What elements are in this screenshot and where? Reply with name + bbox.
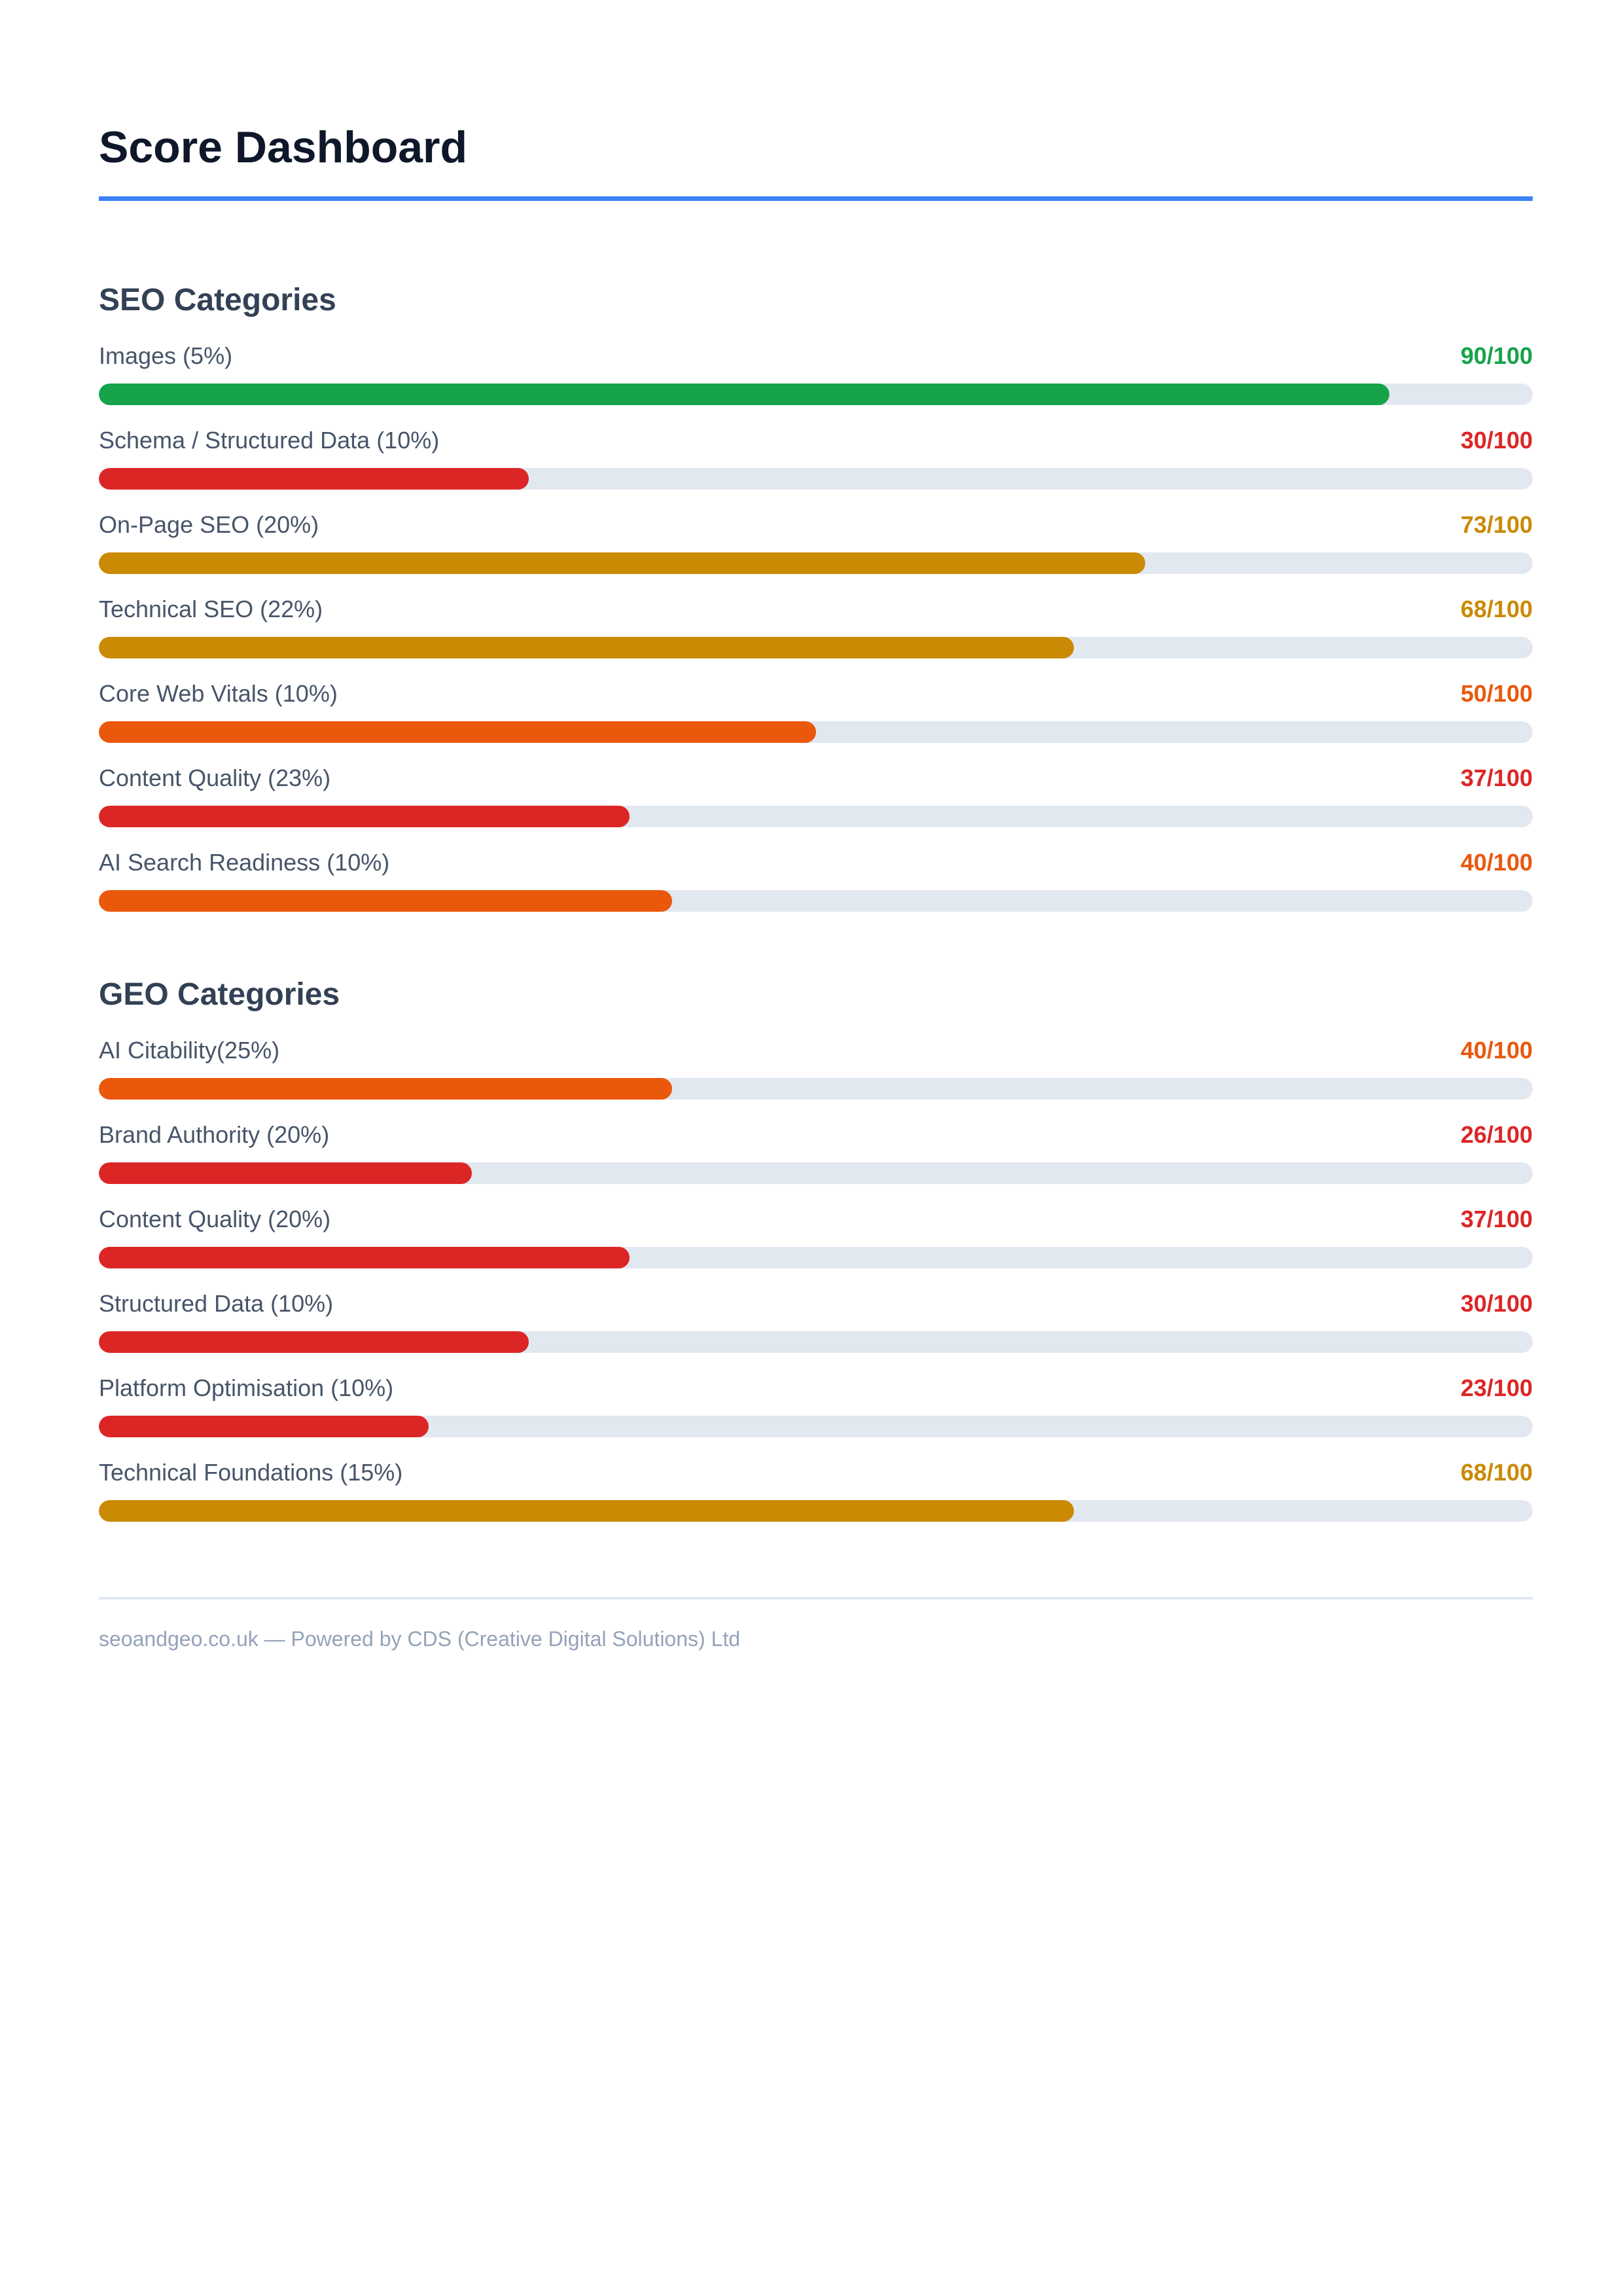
score-row-header: AI Search Readiness (10%) 40/100: [99, 847, 1533, 878]
footer-divider: [99, 1597, 1533, 1600]
footer-text: seoandgeo.co.uk — Powered by CDS (Creati…: [99, 1627, 741, 1651]
progress-fill: [99, 637, 1074, 658]
category-score: 30/100: [1460, 427, 1533, 454]
score-row-header: Brand Authority (20%) 26/100: [99, 1119, 1533, 1151]
category-label: Structured Data (10%): [99, 1290, 334, 1317]
category-score: 68/100: [1460, 596, 1533, 622]
progress-fill: [99, 1416, 429, 1437]
progress-track: [99, 637, 1533, 658]
score-row: Content Quality (20%) 37/100: [99, 1204, 1533, 1288]
score-row: Images (5%) 90/100: [99, 340, 1533, 425]
score-row: Core Web Vitals (10%) 50/100: [99, 678, 1533, 762]
category-score: 26/100: [1460, 1121, 1533, 1148]
progress-track: [99, 1331, 1533, 1353]
score-row-header: Platform Optimisation (10%) 23/100: [99, 1372, 1533, 1404]
score-row-header: On-Page SEO (20%) 73/100: [99, 509, 1533, 541]
progress-track: [99, 384, 1533, 405]
category-label: Images (5%): [99, 342, 233, 369]
score-row-header: Core Web Vitals (10%) 50/100: [99, 678, 1533, 709]
category-label: Technical SEO (22%): [99, 596, 323, 622]
progress-track: [99, 1416, 1533, 1437]
score-row-header: Content Quality (23%) 37/100: [99, 762, 1533, 794]
progress-track: [99, 721, 1533, 743]
score-row: AI Citability(25%) 40/100: [99, 1035, 1533, 1119]
progress-track: [99, 1247, 1533, 1268]
score-row: Schema / Structured Data (10%) 30/100: [99, 425, 1533, 509]
category-score: 73/100: [1460, 511, 1533, 538]
category-label: AI Search Readiness (10%): [99, 849, 390, 876]
progress-track: [99, 1500, 1533, 1522]
progress-fill: [99, 1247, 630, 1268]
geo-section-title: GEO Categories: [99, 977, 340, 1012]
score-row-header: AI Citability(25%) 40/100: [99, 1035, 1533, 1066]
seo-section-title: SEO Categories: [99, 283, 336, 317]
category-label: Content Quality (23%): [99, 764, 331, 791]
progress-fill: [99, 384, 1389, 405]
progress-fill: [99, 806, 630, 827]
score-row-header: Schema / Structured Data (10%) 30/100: [99, 425, 1533, 456]
category-label: Technical Foundations (15%): [99, 1459, 403, 1486]
progress-fill: [99, 1331, 529, 1353]
progress-fill: [99, 468, 529, 490]
progress-fill: [99, 1162, 472, 1184]
seo-score-list: Images (5%) 90/100 Schema / Structured Dat…: [99, 340, 1533, 931]
progress-track: [99, 806, 1533, 827]
score-row-header: Content Quality (20%) 37/100: [99, 1204, 1533, 1235]
score-row: Structured Data (10%) 30/100: [99, 1288, 1533, 1372]
score-row: On-Page SEO (20%) 73/100: [99, 509, 1533, 594]
progress-track: [99, 1078, 1533, 1100]
progress-fill: [99, 1078, 673, 1100]
progress-fill: [99, 721, 816, 743]
category-score: 68/100: [1460, 1459, 1533, 1486]
category-label: On-Page SEO (20%): [99, 511, 319, 538]
score-dashboard: Score Dashboard SEO Categories Images (5…: [99, 121, 1533, 1653]
category-label: Content Quality (20%): [99, 1206, 331, 1232]
score-row: Technical Foundations (15%) 68/100: [99, 1457, 1533, 1541]
category-score: 90/100: [1460, 342, 1533, 369]
category-label: AI Citability(25%): [99, 1037, 280, 1064]
progress-track: [99, 1162, 1533, 1184]
progress-track: [99, 552, 1533, 574]
score-row: Brand Authority (20%) 26/100: [99, 1119, 1533, 1204]
category-score: 37/100: [1460, 1206, 1533, 1232]
category-label: Platform Optimisation (10%): [99, 1374, 394, 1401]
progress-fill: [99, 552, 1146, 574]
category-score: 40/100: [1460, 1037, 1533, 1064]
score-row-header: Technical SEO (22%) 68/100: [99, 594, 1533, 625]
score-row: AI Search Readiness (10%) 40/100: [99, 847, 1533, 931]
geo-score-list: AI Citability(25%) 40/100 Brand Authority …: [99, 1035, 1533, 1541]
page-title: Score Dashboard: [99, 122, 468, 172]
category-score: 23/100: [1460, 1374, 1533, 1401]
category-score: 50/100: [1460, 680, 1533, 707]
category-score: 40/100: [1460, 849, 1533, 876]
category-label: Core Web Vitals (10%): [99, 680, 338, 707]
score-row: Technical SEO (22%) 68/100: [99, 594, 1533, 678]
progress-track: [99, 890, 1533, 912]
score-row-header: Technical Foundations (15%) 68/100: [99, 1457, 1533, 1488]
title-divider: [99, 196, 1533, 201]
progress-fill: [99, 890, 673, 912]
category-label: Brand Authority (20%): [99, 1121, 330, 1148]
progress-fill: [99, 1500, 1074, 1522]
progress-track: [99, 468, 1533, 490]
score-row-header: Images (5%) 90/100: [99, 340, 1533, 372]
score-row: Platform Optimisation (10%) 23/100: [99, 1372, 1533, 1457]
category-score: 37/100: [1460, 764, 1533, 791]
category-score: 30/100: [1460, 1290, 1533, 1317]
category-label: Schema / Structured Data (10%): [99, 427, 440, 454]
score-row: Content Quality (23%) 37/100: [99, 762, 1533, 847]
score-row-header: Structured Data (10%) 30/100: [99, 1288, 1533, 1319]
